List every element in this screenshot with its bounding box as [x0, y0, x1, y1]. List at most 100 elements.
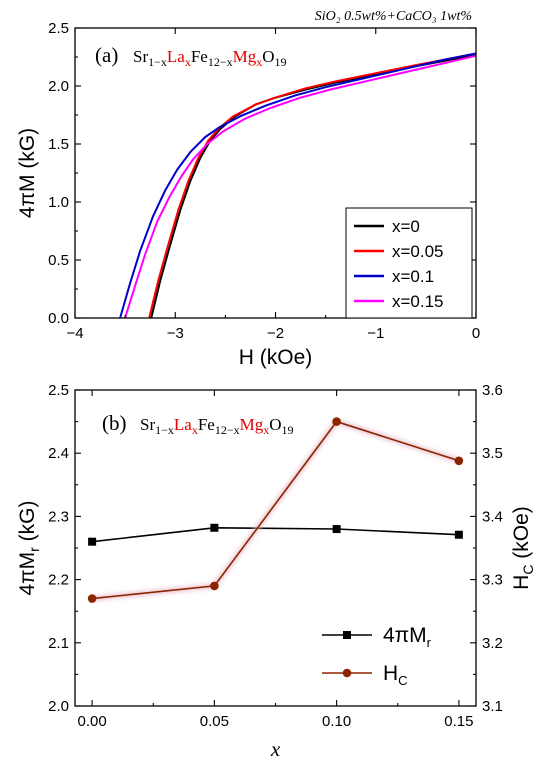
legend-label-main: 4πM	[383, 624, 427, 647]
x-tick-label: 0.00	[78, 713, 107, 730]
legend-label-sub: r	[427, 635, 432, 650]
x-tick-label: 0.10	[322, 713, 351, 730]
data-point-circle	[332, 417, 341, 426]
x-tick-label: 0.15	[444, 713, 473, 730]
y-right-tick-label: 3.3	[482, 572, 503, 589]
y-left-tick-label: 2.1	[48, 635, 69, 652]
additive-annotation: SiO₂ 0.5wt%+CaCO₃ 1wt%	[315, 9, 472, 24]
formula-element: Sr	[140, 415, 155, 434]
legend-label: HC	[383, 662, 408, 688]
curve-x-0-1	[119, 52, 477, 319]
x-tick-label: −2	[267, 325, 284, 342]
y-right-axis-title: HC (kOe)	[510, 506, 536, 590]
formula-subscript: 19	[282, 423, 294, 437]
legend-swatch-circle	[342, 668, 352, 678]
series-line-HC	[92, 420, 460, 600]
legend-label: x=0.05	[392, 242, 444, 261]
data-point-square	[88, 537, 97, 546]
plot-frame	[74, 389, 477, 707]
x-axis-title: x	[270, 737, 281, 761]
formula-element: Mg	[233, 47, 257, 66]
y-tick-label: 1.5	[48, 136, 69, 153]
y-right-tick-label: 3.6	[482, 382, 503, 399]
panel-a-curves	[119, 52, 477, 319]
curve-x-0-05	[148, 52, 477, 319]
x-axis-title: H (kOe)	[239, 346, 313, 369]
x-tick-label: −3	[167, 325, 184, 342]
y-tick-label: 1.0	[48, 194, 69, 211]
formula-element: La	[174, 415, 192, 434]
y-right-tick-label: 3.4	[482, 508, 503, 525]
formula-subscript: 12−x	[208, 55, 233, 69]
legend-label: x=0.1	[392, 267, 434, 286]
legend-label-sub: C	[398, 673, 407, 688]
x-tick-label: 0	[472, 325, 480, 342]
formula-element: Sr	[133, 47, 148, 66]
annotation-text: SiO₂ 0.5wt%+CaCO₃ 1wt%	[315, 9, 472, 24]
y-left-title-sub: r	[26, 547, 42, 552]
y-right-tick-label: 3.1	[482, 698, 503, 715]
y-right-tick-label: 3.5	[482, 445, 503, 462]
data-point-circle	[87, 594, 97, 603]
y-tick-label: 0.0	[48, 310, 69, 327]
panel-a-axes: −4 −3 −2 −1 0 0.0 0.5 1.0 1.5 2.0 2.5 H (kOe) 4πM (k…	[16, 20, 480, 369]
panel-b-axes: 0.00 0.05 0.10 0.15 2.0 2.1 2.2 2.3 2.4 2.5 3.1 3.2…	[16, 382, 536, 761]
formula-text: Sr1−xLaxFe12−xMgxO19	[140, 415, 294, 437]
x-tick-label: 0.05	[200, 713, 229, 730]
formula-subscript: 1−x	[155, 423, 174, 437]
data-point-square	[332, 525, 341, 534]
formula-subscript: 12−x	[215, 423, 240, 437]
y-left-tick-label: 2.5	[48, 382, 69, 399]
y-tick-label: 2.5	[48, 20, 69, 37]
y-left-title-main: 4πM	[16, 552, 39, 596]
formula-element: Fe	[191, 47, 208, 66]
formula-text: Sr1−xLaxFe12−xMgxO19	[133, 47, 287, 69]
panel-label-text: (a)	[95, 43, 118, 67]
data-point-square	[210, 523, 219, 532]
formula-subscript: 19	[275, 55, 287, 69]
legend-label: x=0.15	[392, 292, 444, 311]
y-tick-label: 2.0	[48, 78, 69, 95]
panel-a-formula: Sr1−xLaxFe12−xMgxO19	[133, 47, 287, 69]
y-left-tick-label: 2.4	[48, 445, 69, 462]
panel-b-series	[87, 417, 464, 603]
y-left-tick-label: 2.0	[48, 698, 69, 715]
series-glow	[91, 418, 460, 602]
formula-element: Fe	[198, 415, 215, 434]
curve-x-0-15	[124, 54, 477, 319]
panel-b-formula: Sr1−xLaxFe12−xMgxO19	[140, 415, 294, 437]
data-point-circle	[210, 581, 219, 591]
x-tick-label: −4	[66, 325, 83, 342]
panel-b-label: (b)	[102, 411, 127, 435]
formula-subscript: x	[263, 423, 269, 437]
data-point-circle	[454, 456, 464, 466]
legend-label: 4πMr	[383, 624, 432, 650]
y-tick-label: 0.5	[48, 252, 69, 269]
legend-label: x=0	[392, 217, 420, 236]
formula-subscript: x	[185, 55, 191, 69]
y-left-tick-label: 2.2	[48, 572, 69, 589]
formula-subscript: x	[192, 423, 198, 437]
y-right-title-sub: C	[520, 565, 536, 575]
formula-element: O	[269, 415, 281, 434]
formula-subscript: 1−x	[148, 55, 167, 69]
legend-swatch-square	[343, 631, 351, 639]
data-point-square	[454, 530, 463, 539]
panel-a-label: (a)	[95, 43, 118, 67]
formula-subscript: x	[256, 55, 262, 69]
y-left-title-unit: (kG)	[16, 501, 39, 548]
panel-a-hysteresis-chart: SiO₂ 0.5wt%+CaCO₃ 1wt% (a) Sr1−xLaxFe12−…	[16, 9, 480, 369]
formula-element: La	[167, 47, 185, 66]
panel-b-dual-axis-chart: (b) Sr1−xLaxFe12−xMgxO19 0.00 0.05 0.10 0.1…	[16, 382, 536, 761]
y-left-tick-label: 2.3	[48, 508, 69, 525]
y-right-title-main: H	[510, 575, 533, 590]
formula-element: O	[262, 47, 274, 66]
y-right-title-unit: (kOe)	[510, 506, 533, 564]
legend-label-main: H	[383, 662, 398, 685]
panel-b-legend: 4πMr HC	[322, 624, 432, 688]
formula-element: Mg	[240, 415, 264, 434]
panel-label-text: (b)	[102, 411, 127, 435]
series-line-4πMr	[92, 526, 459, 543]
y-right-tick-label: 3.2	[482, 635, 503, 652]
